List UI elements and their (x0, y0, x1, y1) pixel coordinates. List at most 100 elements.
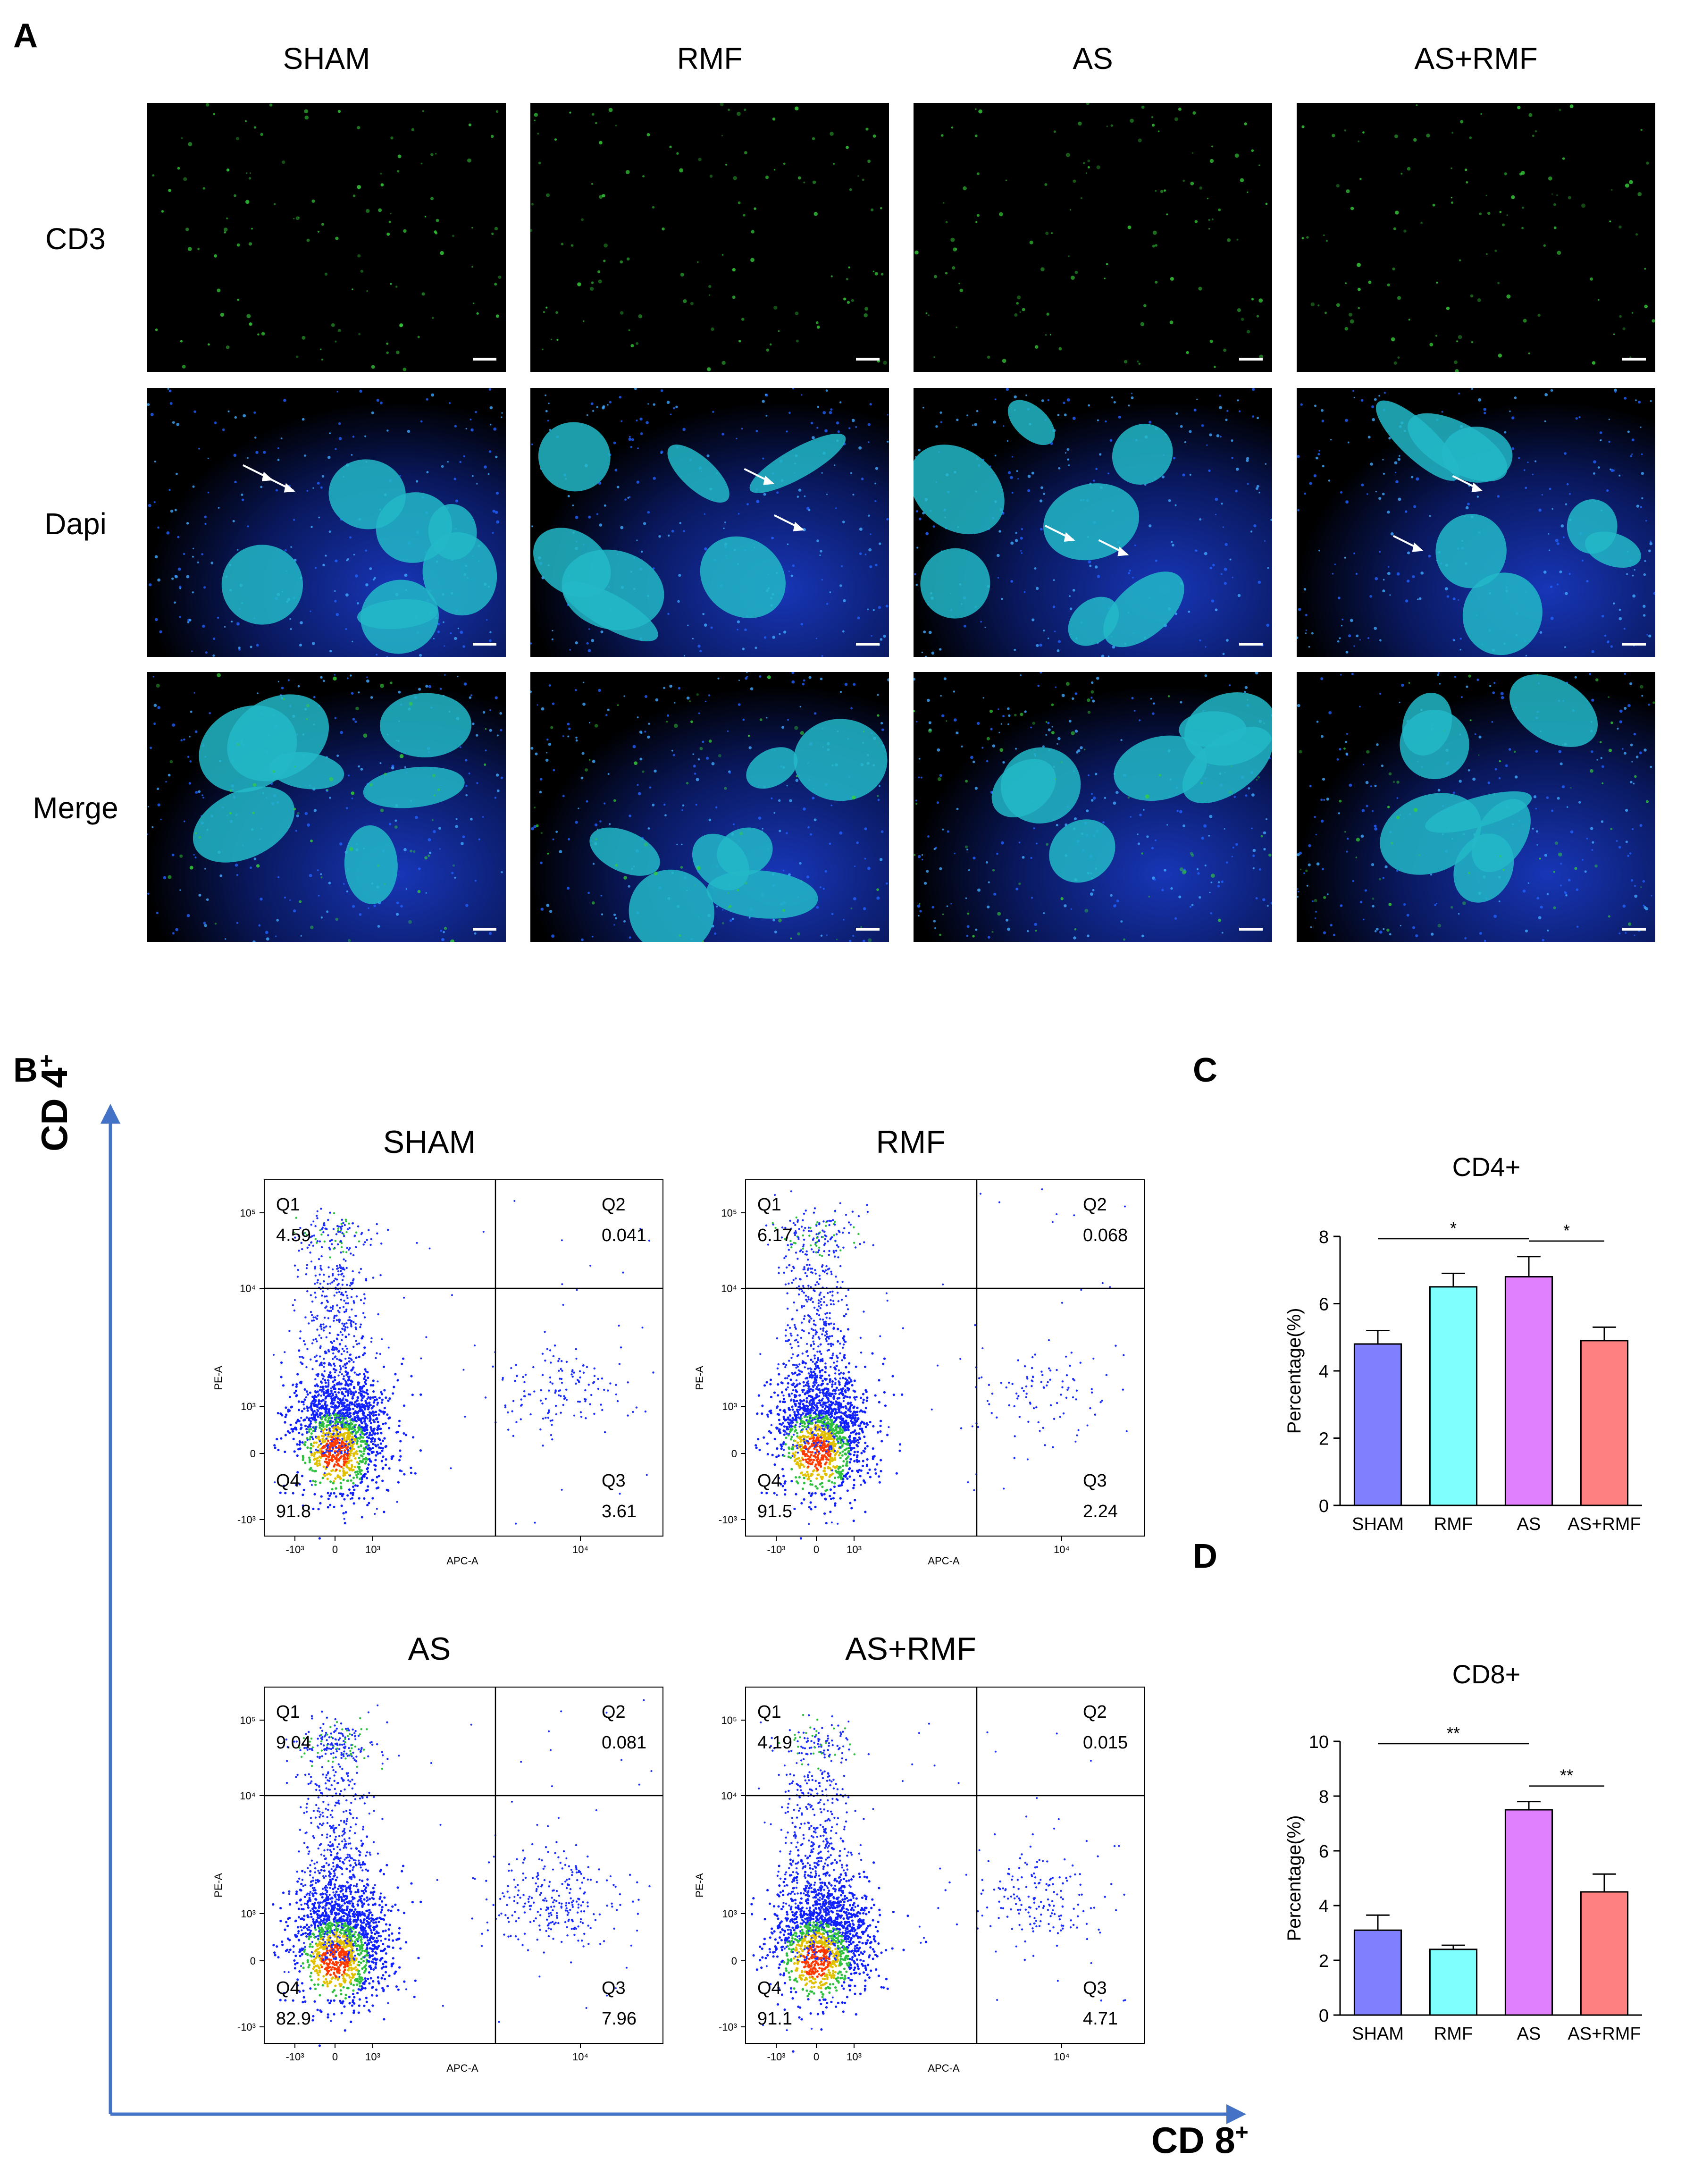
panel-label-b: B (13, 1051, 38, 1089)
bar-chart-cd8: 0 2 4 6 8 10 Percentage(%) SHAM RMF AS AS+RMF ** ** (1283, 1713, 1680, 2081)
x-tick-label: 10³ (365, 1544, 380, 1555)
cd4-axis-label-text: CD 4 (34, 1067, 75, 1151)
cd4-axis-label: CD 4+ (33, 1010, 90, 1151)
quadrant-q3: Q3 (1083, 1471, 1107, 1491)
x-tick-label: 0 (813, 1544, 819, 1555)
significance-label: ** (1447, 1723, 1460, 1743)
x-tick-label: 10⁴ (1054, 1544, 1070, 1555)
quadrant-q1: Q1 (276, 1702, 300, 1722)
y-tick-label: 0 (1319, 1496, 1329, 1516)
micrograph-image (914, 672, 1272, 942)
significance-label: * (1563, 1221, 1570, 1240)
y-tick-label: 10⁵ (240, 1207, 256, 1219)
flow-x-title: APC-A (446, 2062, 478, 2072)
y-axis-label: Percentage(%) (1284, 1308, 1305, 1434)
quadrant-q3v: 4.71 (1083, 2009, 1118, 2029)
y-tick-label: 10³ (722, 1908, 737, 1920)
bar-rmf (1429, 1286, 1478, 1506)
x-tick-label: AS+RMF (1568, 2024, 1641, 2044)
row-title-merge: Merge (33, 791, 118, 825)
y-tick-label: 10⁴ (721, 1283, 737, 1294)
x-tick-label: RMF (1434, 2024, 1473, 2044)
col-title-as-rmf: AS+RMF (1414, 42, 1538, 76)
quadrant-q2v: 0.068 (1083, 1226, 1128, 1245)
quadrant-q4: Q4 (757, 1978, 781, 1998)
row-title-cd3: CD3 (45, 222, 106, 256)
significance-label: ** (1560, 1766, 1573, 1785)
micrograph-image (914, 388, 1272, 657)
bar-chart-cd4: 0 2 4 6 8 Percentage(%) SHAM RMF AS AS+RMF * * (1283, 1208, 1680, 1571)
micrograph-cd3-as-rmf (1297, 103, 1655, 372)
cd8-axis-label-text: CD 8 (1151, 2119, 1235, 2161)
quadrant-q2: Q2 (602, 1195, 626, 1215)
x-tick-label: -10³ (767, 1544, 785, 1555)
micrograph-cd3-rmf (530, 103, 889, 372)
micrograph-image (1297, 103, 1655, 372)
x-tick-label: 10³ (847, 1544, 862, 1555)
quadrant-q3v: 7.96 (602, 2009, 637, 2029)
chart-c-title: CD4+ (1452, 1152, 1521, 1182)
micrograph-merge-rmf (530, 672, 889, 942)
x-tick-label: -10³ (285, 2051, 304, 2063)
quadrant-q1v: 4.19 (757, 1733, 792, 1753)
y-tick-label: 10⁴ (240, 1283, 256, 1294)
row-title-dapi: Dapi (44, 507, 107, 541)
flow-plot-svg: Q1 4.59 Q2 0.041 Q4 91.8 Q3 3.61 10⁵ 10⁴ 10³ 0 -10³ -… (212, 1179, 663, 1564)
bar-as-rmf (1580, 1340, 1629, 1506)
bar-as-rmf (1580, 1891, 1629, 2016)
quadrant-q4v: 91.1 (757, 2009, 792, 2029)
y-tick-label: -10³ (719, 2021, 737, 2033)
x-tick-label: 10⁴ (572, 1544, 588, 1555)
y-tick-label: 6 (1319, 1295, 1329, 1315)
quadrant-q3: Q3 (602, 1978, 626, 1998)
flow-y-title: PE-A (212, 1366, 224, 1390)
x-tick-label: 10³ (847, 2051, 862, 2063)
micrograph-merge-as-rmf (1297, 672, 1655, 942)
micrograph-image (147, 388, 506, 657)
flow-plot-sham: Q1 4.59 Q2 0.041 Q4 91.8 Q3 3.61 10⁵ 10⁴ 10³ 0 -10³ -… (198, 1170, 670, 1564)
y-tick-label: 10⁵ (240, 1714, 256, 1726)
y-tick-label: 4 (1319, 1897, 1329, 1916)
y-tick-label: 10⁴ (240, 1790, 256, 1802)
x-tick-label: 0 (332, 1544, 338, 1555)
x-tick-label: -10³ (767, 2051, 785, 2063)
y-tick-label: 10³ (722, 1401, 737, 1412)
quadrant-q1v: 4.59 (276, 1226, 311, 1245)
micrograph-dapi-rmf (530, 388, 889, 657)
flow-plot-frame (264, 1179, 663, 1537)
col-title-rmf: RMF (677, 42, 743, 76)
x-tick-label: AS (1517, 2024, 1541, 2044)
y-tick-label: 0 (250, 1448, 256, 1460)
quadrant-q2v: 0.081 (602, 1733, 646, 1753)
y-tick-label: -10³ (237, 1514, 256, 1526)
x-tick-label: AS+RMF (1568, 1514, 1641, 1534)
flow-events (273, 1200, 654, 1540)
quadrant-q1v: 6.17 (757, 1226, 792, 1245)
y-axis-label: Percentage(%) (1284, 1815, 1305, 1941)
cd8-axis-label: CD 8+ (1151, 2119, 1249, 2162)
micrograph-image (914, 103, 1272, 372)
micrograph-image (530, 103, 889, 372)
y-tick-label: 10³ (241, 1908, 256, 1920)
bar-rmf (1429, 1949, 1478, 2016)
flow-plot-as-rmf: Q1 4.19 Q2 0.015 Q4 91.1 Q3 4.71 10⁵ 10⁴ 10³ 0 -10³ -… (679, 1678, 1151, 2072)
micrograph-cd3-as (914, 103, 1272, 372)
y-tick-label: 8 (1319, 1787, 1329, 1807)
quadrant-q4v: 91.8 (276, 1502, 311, 1521)
panel-label-a: A (13, 17, 38, 55)
y-tick-label: 2 (1319, 1951, 1329, 1971)
flow-title-as-rmf: AS+RMF (845, 1631, 976, 1667)
quadrant-q1: Q1 (757, 1702, 781, 1722)
quadrant-q4: Q4 (757, 1471, 781, 1491)
x-tick-label: 0 (813, 2051, 819, 2063)
micrograph-image (147, 103, 506, 372)
flow-title-sham: SHAM (383, 1124, 476, 1160)
bar-sham (1353, 1929, 1402, 2016)
panel-label-c: C (1193, 1051, 1217, 1089)
bar-as (1504, 1276, 1553, 1506)
x-tick-label: 0 (332, 2051, 338, 2063)
y-tick-label: 8 (1319, 1227, 1329, 1247)
col-title-sham: SHAM (283, 42, 370, 76)
significance-label: * (1450, 1218, 1457, 1238)
x-tick-label: 10⁴ (572, 2051, 588, 2063)
